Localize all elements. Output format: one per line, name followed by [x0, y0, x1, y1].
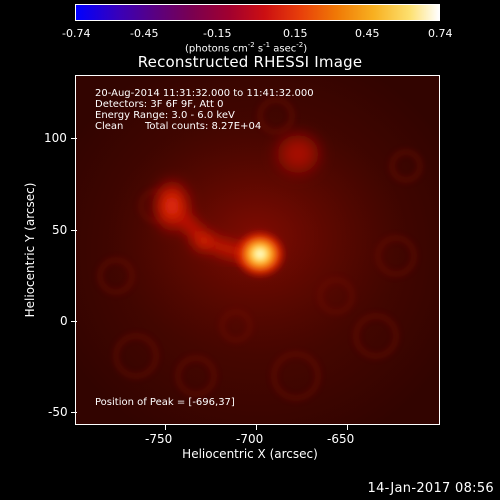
solar-image — [76, 76, 439, 424]
clean-method: Clean — [95, 121, 124, 132]
x-axis-label: Heliocentric X (arcsec) — [182, 447, 318, 461]
colorbar — [75, 4, 440, 21]
colorbar-tick: 0.45 — [355, 27, 380, 40]
total-counts: Total counts: 8.27E+04 — [145, 121, 262, 132]
y-tick-mark — [71, 412, 77, 413]
colorbar-tick: 0.74 — [428, 27, 453, 40]
energy-range: Energy Range: 3.0 - 6.0 keV — [95, 110, 235, 121]
x-tick-mark — [347, 424, 348, 430]
y-tick-mark — [71, 138, 77, 139]
image-title: Reconstructed RHESSI Image — [137, 53, 363, 71]
y-axis-label: Heliocentric Y (arcsec) — [23, 182, 37, 318]
colorbar-tick: 0.15 — [283, 27, 308, 40]
x-tick-label: -700 — [236, 432, 264, 446]
colorbar-tick: -0.45 — [130, 27, 159, 40]
colorbar-units: (photons cm-2 s-1 asec-2) — [185, 41, 308, 55]
x-tick-mark — [256, 424, 257, 430]
colorbar-tick: -0.74 — [62, 27, 91, 40]
detectors-info: Detectors: 3F 6F 9F, Att 0 — [95, 99, 224, 110]
peak-position: Position of Peak = [-696,37] — [95, 397, 235, 408]
timestamp: 14-Jan-2017 08:56 — [367, 481, 494, 496]
x-tick-mark — [165, 424, 166, 430]
time-range: 20-Aug-2014 11:31:32.000 to 11:41:32.000 — [95, 88, 314, 99]
y-tick-mark — [71, 230, 77, 231]
image-plot — [75, 75, 440, 425]
x-tick-label: -750 — [145, 432, 173, 446]
y-tick-mark — [71, 321, 77, 322]
y-tick-label: 50 — [52, 223, 68, 237]
x-tick-label: -650 — [327, 432, 355, 446]
y-tick-label: 0 — [60, 314, 68, 328]
peak-source — [234, 230, 286, 278]
y-tick-label: 100 — [44, 131, 67, 145]
colorbar-tick: -0.15 — [203, 27, 232, 40]
y-tick-label: -50 — [48, 405, 68, 419]
